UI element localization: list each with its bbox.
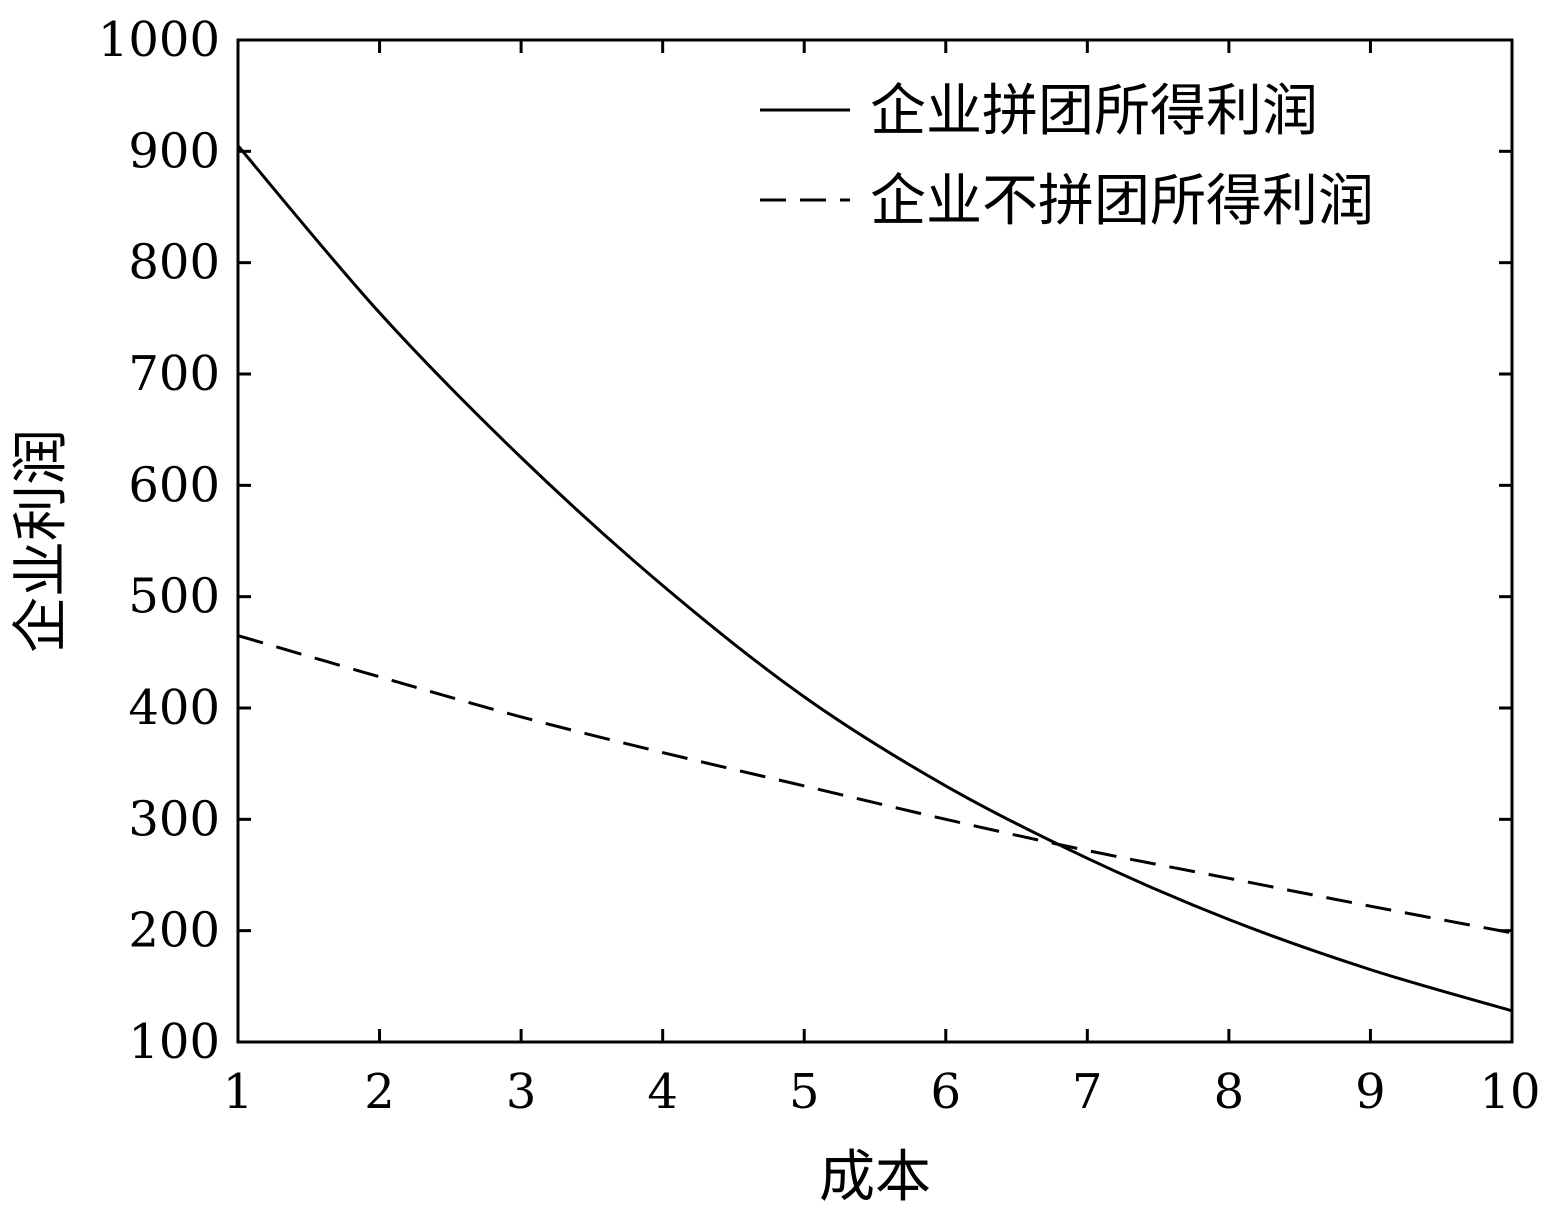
legend-label-1: 企业不拼团所得利润 (870, 169, 1374, 234)
y-tick-label-2: 300 (128, 791, 220, 847)
x-tick-label-6: 7 (1072, 1064, 1103, 1120)
x-axis-label: 成本 (819, 1145, 931, 1210)
x-tick-label-5: 6 (931, 1064, 962, 1120)
y-tick-label-7: 800 (128, 235, 220, 291)
series-layer (236, 144, 1513, 1013)
y-tick-label-8: 900 (128, 123, 220, 179)
y-tick-label-0: 100 (128, 1014, 220, 1070)
y-axis-label: 企业利润 (9, 429, 74, 653)
x-tick-label-4: 5 (789, 1064, 820, 1120)
y-tick-label-3: 400 (128, 680, 220, 736)
x-tick-label-7: 8 (1214, 1064, 1245, 1120)
x-axis-ticks: 1 2 3 4 5 6 7 8 9 10 (223, 40, 1541, 1120)
series-line-0 (236, 144, 1513, 1013)
x-tick-label-3: 4 (647, 1064, 678, 1120)
plot-frame (236, 38, 1514, 1044)
y-axis-ticks: 100 200 300 400 500 600 700 800 900 1000 (98, 12, 1512, 1070)
x-tick-label-0: 1 (223, 1064, 254, 1120)
x-tick-label-2: 3 (506, 1064, 537, 1120)
y-tick-label-5: 600 (128, 457, 220, 513)
x-tick-label-9: 10 (1479, 1064, 1540, 1120)
y-tick-label-6: 700 (128, 346, 220, 402)
legend-label-0: 企业拼团所得利润 (870, 79, 1318, 144)
series-line-1 (237, 634, 1513, 935)
y-tick-label-4: 500 (128, 569, 220, 625)
y-tick-label-9: 1000 (98, 12, 220, 68)
x-tick-label-8: 9 (1355, 1064, 1386, 1120)
y-tick-label-1: 200 (128, 903, 220, 959)
x-tick-label-1: 2 (364, 1064, 395, 1120)
